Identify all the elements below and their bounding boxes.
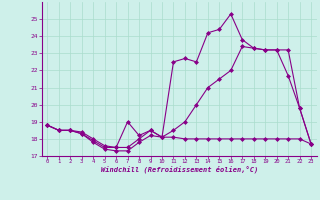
X-axis label: Windchill (Refroidissement éolien,°C): Windchill (Refroidissement éolien,°C) <box>100 166 258 173</box>
